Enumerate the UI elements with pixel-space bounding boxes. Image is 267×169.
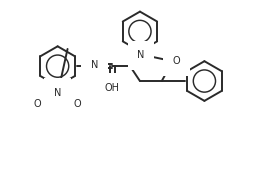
- Text: N: N: [54, 88, 61, 98]
- Text: OH: OH: [105, 83, 120, 93]
- Text: N: N: [91, 60, 98, 70]
- Text: O: O: [74, 99, 81, 109]
- Text: O: O: [173, 56, 180, 66]
- Text: O: O: [34, 99, 42, 109]
- Text: N: N: [137, 50, 145, 60]
